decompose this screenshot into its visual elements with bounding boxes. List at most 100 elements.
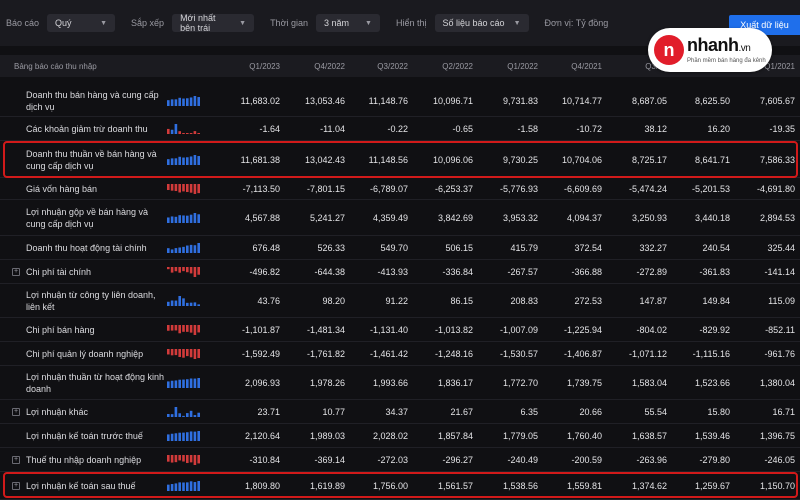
sparkline-bar xyxy=(186,349,189,357)
cell-value: 21.67 xyxy=(450,407,473,417)
cell-value: 240.54 xyxy=(702,243,730,253)
expand-icon[interactable]: + xyxy=(12,408,20,416)
row-label: Doanh thu bán hàng và cung cấp dịch vụ xyxy=(26,89,159,112)
sparkline-bar xyxy=(189,184,193,193)
cell-value: 86.15 xyxy=(450,296,473,306)
column-header[interactable]: Q1/2022 xyxy=(507,62,538,71)
table-row[interactable]: + Chi phí tài chính -496.82 -644.38 -413.93 -… xyxy=(0,260,800,284)
cell-value: 2,028.02 xyxy=(372,431,408,441)
cell-value: 38.12 xyxy=(644,124,667,134)
cell-value: 1,559.81 xyxy=(566,481,602,491)
sparkline-bar xyxy=(193,431,197,441)
table-row[interactable]: Doanh thu hoạt động tài chính 676.48 526.3… xyxy=(0,236,800,260)
unit-label: Đơn vị: Tỷ đồng xyxy=(544,18,609,28)
sparkline-bar xyxy=(186,455,189,464)
sparkline-bar xyxy=(167,128,170,134)
sparkline-bar xyxy=(178,296,181,306)
sparkline-bar xyxy=(197,133,200,134)
cell-value: -413.93 xyxy=(377,267,408,277)
sparkline-bar xyxy=(197,155,200,165)
table-row[interactable]: Giá vốn hàng bán -7,113.50 -7,801.15 -6,789… xyxy=(0,178,800,200)
cell-value: 11,683.02 xyxy=(240,95,280,106)
sparkline-chart xyxy=(167,407,200,417)
sparkline-bar xyxy=(193,131,197,134)
sparkline-bar xyxy=(193,455,197,465)
table-row[interactable]: Lợi nhuận gộp về bán hàng và cung cấp dị… xyxy=(0,200,800,236)
display-select[interactable]: Số liệu báo cáo ▼ xyxy=(434,14,529,32)
sparkline-bar xyxy=(193,184,197,194)
cell-value: -141.14 xyxy=(764,267,795,277)
table-row[interactable]: Lợi nhuận thuần từ hoạt động kinh doanh 2… xyxy=(0,366,800,400)
cell-value: 4,567.88 xyxy=(244,213,280,223)
cell-value: 1,756.00 xyxy=(372,481,408,491)
column-header[interactable]: Q2/2022 xyxy=(442,62,473,71)
sparkline-bar xyxy=(182,325,185,332)
table-row[interactable]: Chi phí bán hàng -1,101.87 -1,481.34 -1,131… xyxy=(0,318,800,342)
report-select[interactable]: Quý ▼ xyxy=(47,14,116,32)
cell-value: -361.83 xyxy=(699,267,730,277)
sparkline-bar xyxy=(197,304,200,306)
report-label: Báo cáo xyxy=(6,18,40,28)
table-row[interactable]: Lợi nhuận từ công ty liên doanh, liên kế… xyxy=(0,284,800,318)
table-row[interactable]: Doanh thu bán hàng và cung cấp dịch vụ 11… xyxy=(0,84,800,117)
cell-value: -1.64 xyxy=(259,124,280,134)
cell-value: -1,481.34 xyxy=(306,325,345,335)
cell-value: 415.79 xyxy=(510,243,538,253)
row-label: Lợi nhuận khác xyxy=(26,407,88,417)
cell-value: -1,530.57 xyxy=(499,349,538,359)
cell-value: 1,259.67 xyxy=(694,481,730,491)
column-header[interactable]: Q4/2021 xyxy=(571,62,602,71)
sparkline-bar xyxy=(182,379,185,388)
row-label: Lợi nhuận kế toán sau thuế xyxy=(26,481,136,491)
column-header[interactable]: Q3/2022 xyxy=(377,62,408,71)
cell-value: 3,953.32 xyxy=(502,213,538,223)
cell-value: 9,730.25 xyxy=(502,154,538,165)
cell-value: -336.84 xyxy=(442,267,473,277)
column-header[interactable]: Q1/2021 xyxy=(764,62,795,71)
cell-value: 23.71 xyxy=(257,407,280,417)
filter-toolbar: Báo cáo Quý ▼ Sắp xếp Mới nhất bên trái ▼ … xyxy=(0,0,800,46)
table-row[interactable]: Chi phí quản lý doanh nghiệp -1,592.49 -1,… xyxy=(0,342,800,366)
cell-value: 1,857.84 xyxy=(437,431,473,441)
sparkline-chart xyxy=(167,267,200,277)
sparkline-bar xyxy=(170,433,174,441)
sparkline-bar xyxy=(167,325,170,331)
sparkline-bar xyxy=(197,431,200,441)
row-label: Giá vốn hàng bán xyxy=(26,184,98,194)
table-row[interactable]: + Thuế thu nhập doanh nghiệp -310.84 -369.1… xyxy=(0,448,800,472)
time-select[interactable]: 3 năm ▼ xyxy=(315,14,380,32)
expand-icon[interactable]: + xyxy=(12,482,20,490)
cell-value: -829.92 xyxy=(699,325,730,335)
row-label: Lợi nhuận từ công ty liên doanh, liên kế… xyxy=(26,290,156,312)
expand-icon[interactable]: + xyxy=(12,268,20,276)
sparkline-bar xyxy=(193,302,197,306)
table-row[interactable]: Các khoản giảm trừ doanh thu -1.64 -11.04 -… xyxy=(0,117,800,141)
sparkline-bar xyxy=(186,413,189,417)
sparkline-bar xyxy=(186,482,189,491)
sparkline-bar xyxy=(174,267,178,272)
sparkline-bar xyxy=(186,302,189,306)
sparkline-bar xyxy=(174,300,178,306)
sparkline-bar xyxy=(193,378,197,388)
sparkline-bar xyxy=(178,349,181,357)
cell-value: 10,096.71 xyxy=(432,95,473,106)
cell-value: -0.22 xyxy=(387,124,408,134)
sparkline-bar xyxy=(197,267,200,275)
cell-value: -5,201.53 xyxy=(691,184,730,194)
cell-value: 1,583.04 xyxy=(631,378,667,388)
cell-value: 2,120.64 xyxy=(244,431,280,441)
cell-value: 1,380.04 xyxy=(759,378,795,388)
sparkline-bar xyxy=(193,95,197,106)
table-row[interactable]: + Lợi nhuận khác 23.71 10.77 34.37 21.67 6.35 2… xyxy=(0,400,800,424)
table-row[interactable]: Lợi nhuận kế toán trước thuế 2,120.64 1,98… xyxy=(0,424,800,448)
column-header[interactable]: Q1/2023 xyxy=(249,62,280,71)
sparkline-chart xyxy=(167,431,200,441)
chevron-down-icon: ▼ xyxy=(100,19,108,27)
column-header[interactable]: Q4/2022 xyxy=(314,62,345,71)
expand-icon[interactable]: + xyxy=(12,456,20,464)
sparkline-bar xyxy=(193,245,197,253)
sort-select[interactable]: Mới nhất bên trái ▼ xyxy=(172,13,255,33)
sparkline-bar xyxy=(186,156,189,165)
sparkline-bar xyxy=(167,184,170,191)
cell-value: -366.88 xyxy=(571,267,602,277)
